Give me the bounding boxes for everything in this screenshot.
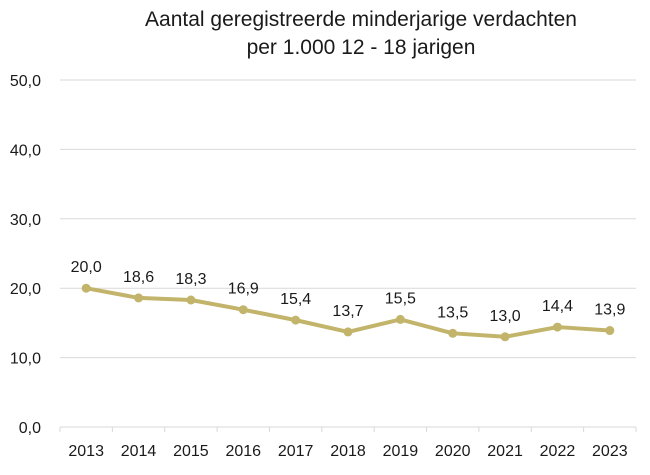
data-labels: 20,0 18,6 18,3 16,9 15,4 13,7 15,5 13,5 13,0 14,4…: [71, 259, 626, 325]
x-tick-label: 2023: [592, 443, 628, 460]
y-tick-label: 0,0: [19, 420, 41, 437]
y-tick-label: 20,0: [10, 281, 41, 298]
line-chart: Aantal geregistreerde minderjarige verda…: [0, 0, 650, 470]
data-label: 13,9: [594, 302, 625, 319]
data-label: 18,6: [123, 269, 154, 286]
data-point: [186, 295, 195, 304]
data-label: 20,0: [71, 259, 102, 276]
data-point: [291, 316, 300, 325]
data-point: [396, 315, 405, 324]
data-point: [501, 332, 510, 341]
data-label: 13,5: [437, 304, 468, 321]
x-tick-label: 2016: [225, 443, 261, 460]
data-point: [82, 284, 91, 293]
y-tick-label: 50,0: [10, 73, 41, 90]
y-tick-label: 10,0: [10, 351, 41, 368]
data-point: [134, 293, 143, 302]
chart-svg: Aantal geregistreerde minderjarige verda…: [0, 0, 650, 470]
data-point: [448, 329, 457, 338]
x-tick-label: 2014: [121, 443, 157, 460]
data-label: 15,5: [385, 290, 416, 307]
chart-title-line-2: per 1.000 12 - 18 jarigen: [247, 36, 476, 59]
x-tick-label: 2020: [435, 443, 471, 460]
data-label: 16,9: [228, 281, 259, 298]
x-tick-label: 2021: [487, 443, 523, 460]
data-point: [605, 326, 614, 335]
y-tick-label: 30,0: [10, 212, 41, 229]
data-point: [553, 323, 562, 332]
gridlines: [60, 80, 636, 432]
data-point: [239, 305, 248, 314]
x-tick-label: 2015: [173, 443, 209, 460]
data-label: 18,3: [175, 271, 206, 288]
x-tick-label: 2018: [330, 443, 366, 460]
chart-title-line-1: Aantal geregistreerde minderjarige verda…: [145, 8, 577, 31]
data-point: [344, 327, 353, 336]
x-tick-label: 2017: [278, 443, 314, 460]
data-label: 15,4: [280, 291, 311, 308]
data-label: 13,0: [490, 308, 521, 325]
x-tick-label: 2013: [68, 443, 104, 460]
data-label: 13,7: [332, 303, 363, 320]
y-tick-label: 40,0: [10, 142, 41, 159]
x-tick-label: 2022: [540, 443, 576, 460]
x-axis-tick-labels: 2013 2014 2015 2016 2017 2018 2019 2020 2021 2022…: [68, 443, 627, 460]
data-label: 14,4: [542, 298, 573, 315]
y-axis-tick-labels: 0,0 10,0 20,0 30,0 40,0 50,0: [10, 73, 41, 437]
x-tick-label: 2019: [383, 443, 419, 460]
